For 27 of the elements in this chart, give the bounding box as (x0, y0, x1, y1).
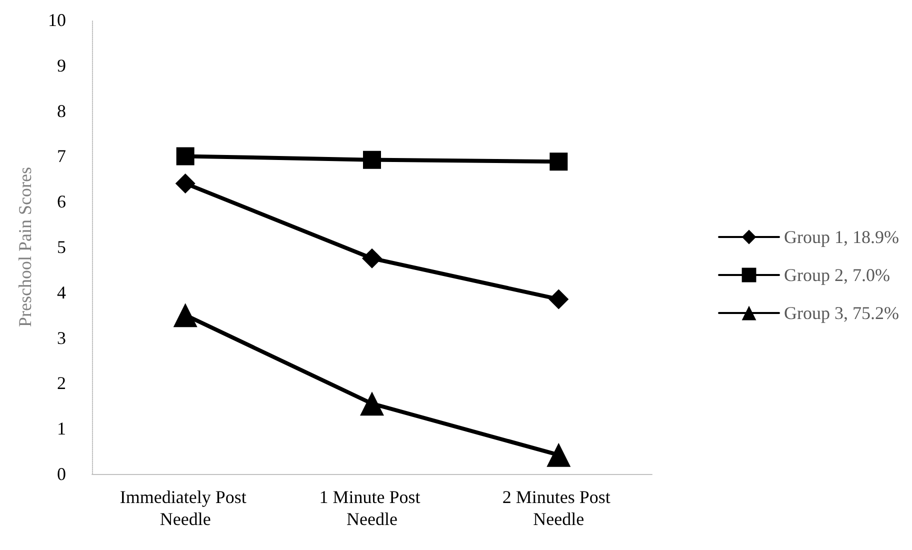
x-tick-label: Immediately Post Needle (120, 487, 251, 529)
point (175, 173, 196, 194)
y-axis-title: Preschool Pain Scores (15, 167, 35, 327)
y-tick-label: 9 (57, 55, 66, 76)
legend-label: Group 2, 7.0% (784, 265, 890, 285)
legend-label: Group 1, 18.9% (784, 227, 900, 247)
y-tick-label: 1 (57, 418, 66, 439)
point (362, 248, 382, 268)
x-tick-label: 2 Minutes Post Needle (502, 487, 615, 529)
y-tick-label: 10 (48, 10, 66, 30)
point (173, 303, 198, 328)
point (548, 289, 569, 310)
point (363, 150, 381, 169)
x-tick-label: 1 Minute Post Needle (319, 487, 425, 529)
point (546, 442, 571, 467)
y-tick-label: 0 (57, 464, 66, 484)
point (176, 147, 194, 166)
point (360, 392, 384, 416)
y-tick-label: 5 (57, 237, 66, 257)
y-tick-label: 2 (57, 373, 66, 394)
y-tick-label: 7 (57, 146, 66, 166)
y-tick-label: 6 (57, 192, 66, 212)
y-tick-label: 3 (57, 328, 66, 348)
legend-label: Group 3, 75.2% (784, 303, 900, 323)
y-tick-label: 4 (57, 282, 66, 302)
point (550, 152, 568, 171)
y-tick-label: 8 (57, 100, 66, 121)
